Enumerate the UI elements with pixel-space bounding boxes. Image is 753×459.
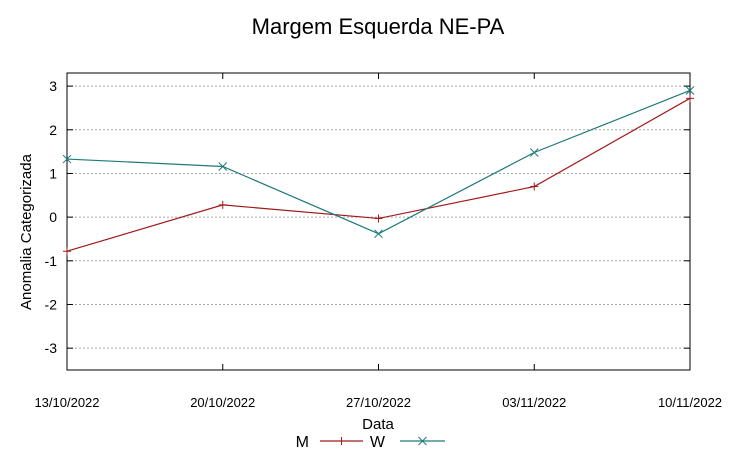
- legend-label: W: [370, 434, 386, 451]
- plus-marker: [530, 182, 539, 191]
- y-tick-label: 0: [49, 209, 57, 225]
- series-m: [63, 94, 694, 256]
- x-marker: [685, 86, 695, 95]
- series-group: [62, 86, 695, 256]
- x-marker: [418, 436, 427, 446]
- x-axis-label: Data: [362, 416, 394, 433]
- y-tick-label: 1: [49, 165, 57, 181]
- y-tick-label: 3: [49, 78, 57, 94]
- x-tick-label: 20/10/2022: [190, 395, 255, 410]
- y-tick-label: -1: [45, 253, 58, 269]
- chart-title: Margem Esquerda NE-PA: [252, 14, 505, 39]
- legend-label: M: [296, 434, 309, 451]
- series-w: [62, 86, 695, 239]
- plus-marker: [337, 437, 346, 445]
- y-axis-label: Anomalia Categorizada: [18, 153, 35, 310]
- x-marker: [62, 154, 72, 164]
- x-tick-label: 13/10/2022: [34, 395, 99, 410]
- plus-marker: [374, 214, 383, 223]
- x-tick-label: 27/10/2022: [346, 395, 411, 410]
- plus-marker: [63, 247, 71, 256]
- plus-marker: [218, 200, 227, 209]
- series-line: [66, 89, 691, 235]
- x-tick-label: 10/11/2022: [658, 395, 722, 410]
- plus-marker: [686, 94, 694, 103]
- x-axis: 13/10/2022 20/10/2022 27/10/2022 03/11/2022…: [34, 73, 722, 410]
- x-marker: [218, 162, 228, 171]
- y-tick-label: 2: [49, 122, 57, 138]
- x-marker: [529, 148, 539, 157]
- x-tick-label: 03/11/2022: [502, 395, 566, 410]
- series-line: [66, 97, 691, 252]
- y-tick-label: -3: [45, 340, 58, 356]
- x-marker: [374, 229, 383, 239]
- y-tick-label: -2: [45, 296, 58, 312]
- y-axis: -3 -2 -1 0 1 2 3: [45, 78, 690, 356]
